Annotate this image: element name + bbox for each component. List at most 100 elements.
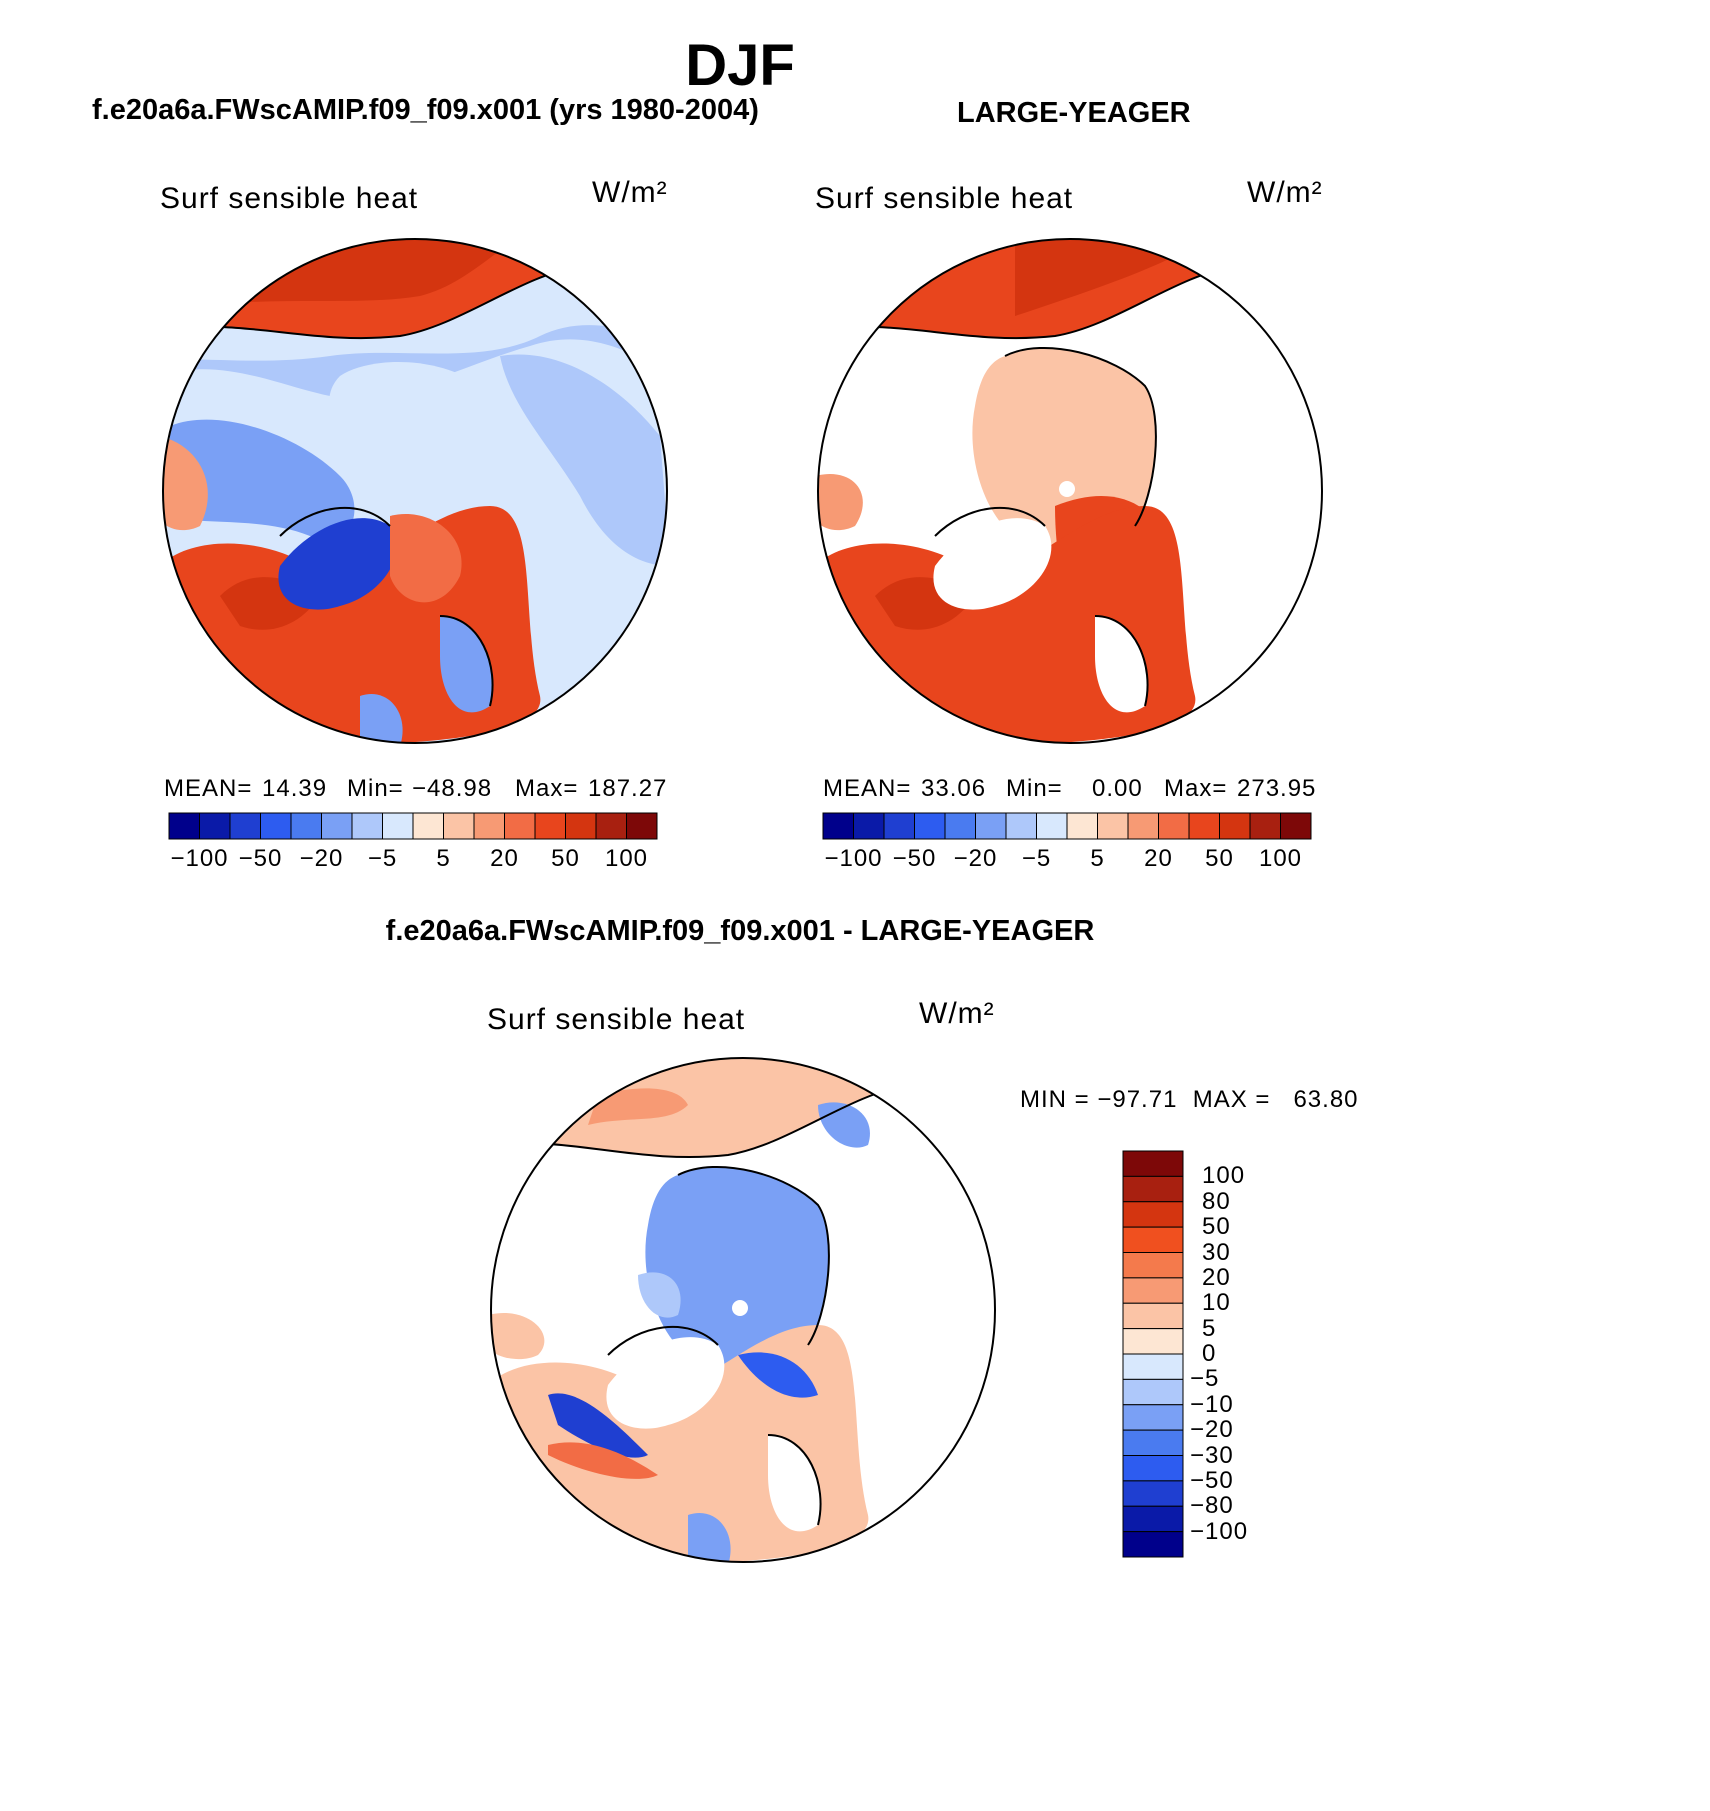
left-stats-max-label: Max=: [515, 775, 579, 802]
right-stats-max-value: 273.95: [1237, 775, 1317, 802]
left-stats-mean-label: MEAN=: [164, 775, 253, 802]
colorbar-swatch: [1122, 1531, 1184, 1558]
colorbar-tick-label: 10: [1202, 1289, 1231, 1317]
colorbar-swatch: [626, 812, 658, 840]
right-stats-max-label: Max=: [1164, 775, 1228, 802]
colorbar-swatch: [382, 812, 414, 840]
colorbar-swatch: [168, 812, 200, 840]
diff-variable-label: Surf sensible heat: [487, 1003, 746, 1036]
colorbar-tick-label: 100: [1258, 845, 1303, 872]
right-stats-min-label: Min=: [1006, 775, 1063, 802]
right-variable-label: Surf sensible heat: [815, 182, 1074, 215]
left-stats-max-value: 187.27: [588, 775, 668, 802]
colorbar-tick-label: −20: [1190, 1416, 1234, 1444]
colorbar-swatch: [944, 812, 976, 840]
colorbar-tick-label: 5: [1090, 845, 1105, 872]
colorbar-tick-label: 20: [490, 845, 519, 872]
colorbar-swatch: [1122, 1429, 1184, 1456]
right-units-label: W/m²: [1247, 176, 1323, 209]
colorbar-swatch: [1122, 1505, 1184, 1533]
colorbar-swatch: [443, 812, 475, 840]
left-colorbar: [168, 812, 658, 840]
left-variable-label: Surf sensible heat: [160, 182, 419, 215]
figure-title: DJF: [685, 33, 795, 98]
colorbar-swatch: [1122, 1328, 1184, 1355]
colorbar-swatch: [1122, 1302, 1184, 1330]
left-stats-min-label: Min=: [347, 775, 404, 802]
right-colorbar: [822, 812, 1312, 840]
colorbar-tick-label: 20: [1202, 1263, 1231, 1291]
colorbar-swatch: [260, 812, 292, 840]
colorbar-swatch: [1122, 1404, 1184, 1431]
colorbar-swatch: [975, 812, 1007, 840]
colorbar-swatch: [1122, 1226, 1184, 1253]
colorbar-tick-label: −20: [299, 845, 344, 872]
colorbar-swatch: [595, 812, 627, 840]
colorbar-swatch: [914, 812, 946, 840]
colorbar-tick-label: −30: [1190, 1441, 1234, 1469]
colorbar-swatch: [473, 812, 505, 840]
right-stats-mean-value: 33.06: [921, 775, 987, 802]
colorbar-tick-label: −100: [1190, 1517, 1249, 1545]
colorbar-swatch: [822, 812, 854, 840]
colorbar-swatch: [1122, 1455, 1184, 1482]
colorbar-swatch: [1122, 1252, 1184, 1279]
colorbar-tick-label: 50: [551, 845, 580, 872]
colorbar-tick-label: −100: [170, 845, 229, 872]
colorbar-tick-label: 80: [1202, 1187, 1231, 1215]
colorbar-swatch: [1122, 1353, 1184, 1380]
diff-minmax-label: MIN = −97.71 MAX = 63.80: [1020, 1086, 1359, 1113]
colorbar-swatch: [1127, 812, 1159, 840]
left-polar-map: [162, 238, 668, 744]
colorbar-tick-label: 50: [1205, 845, 1234, 872]
colorbar-tick-label: 5: [1202, 1314, 1217, 1342]
colorbar-tick-label: 50: [1202, 1213, 1231, 1241]
colorbar-swatch: [290, 812, 322, 840]
colorbar-swatch: [534, 812, 566, 840]
colorbar-swatch: [504, 812, 536, 840]
colorbar-tick-label: 30: [1202, 1238, 1231, 1266]
colorbar-swatch: [1280, 812, 1312, 840]
colorbar-swatch: [1122, 1277, 1184, 1304]
colorbar-swatch: [1036, 812, 1068, 840]
colorbar-swatch: [1122, 1480, 1184, 1507]
colorbar-tick-label: −5: [1190, 1365, 1220, 1393]
right-polar-map: [817, 238, 1323, 744]
colorbar-tick-label: −5: [367, 845, 398, 872]
left-units-label: W/m²: [592, 176, 668, 209]
diff-title: f.e20a6a.FWscAMIP.f09_f09.x001 - LARGE-Y…: [385, 915, 1095, 947]
colorbar-tick-label: −50: [892, 845, 937, 872]
colorbar-tick-label: −50: [1190, 1466, 1234, 1494]
left-stats-mean-value: 14.39: [262, 775, 328, 802]
colorbar-swatch: [412, 812, 444, 840]
colorbar-swatch: [1249, 812, 1281, 840]
colorbar-tick-label: −80: [1190, 1492, 1234, 1520]
diff-colorbar-labels: 100 80 50 30 20 10 5 0 −5 −10 −20 −30 −50 −80 −100: [1190, 1151, 1296, 1557]
colorbar-tick-label: 20: [1144, 845, 1173, 872]
colorbar-swatch: [321, 812, 353, 840]
colorbar-tick-label: −20: [953, 845, 998, 872]
diff-polar-map: [490, 1057, 996, 1563]
right-colorbar-labels: −100 −50 −20 −5 5 20 50 100: [823, 845, 1311, 875]
colorbar-swatch: [351, 812, 383, 840]
colorbar-swatch: [1122, 1201, 1184, 1228]
colorbar-swatch: [1066, 812, 1098, 840]
colorbar-tick-label: −50: [238, 845, 283, 872]
colorbar-swatch: [1122, 1378, 1184, 1406]
colorbar-tick-label: −10: [1190, 1390, 1234, 1418]
colorbar-swatch: [565, 812, 597, 840]
left-stats-min-value: −48.98: [412, 775, 493, 802]
colorbar-swatch: [1158, 812, 1190, 840]
right-stats-mean-label: MEAN=: [823, 775, 912, 802]
colorbar-swatch: [883, 812, 915, 840]
colorbar-tick-label: 5: [436, 845, 451, 872]
diff-units-label: W/m²: [919, 997, 995, 1030]
colorbar-swatch: [1122, 1175, 1184, 1203]
colorbar-swatch: [1005, 812, 1037, 840]
left-colorbar-labels: −100 −50 −20 −5 5 20 50 100: [169, 845, 657, 875]
colorbar-swatch: [1097, 812, 1129, 840]
colorbar-tick-label: 100: [1202, 1162, 1246, 1190]
colorbar-swatch: [229, 812, 261, 840]
colorbar-swatch: [1122, 1150, 1184, 1177]
colorbar-tick-label: −100: [824, 845, 883, 872]
